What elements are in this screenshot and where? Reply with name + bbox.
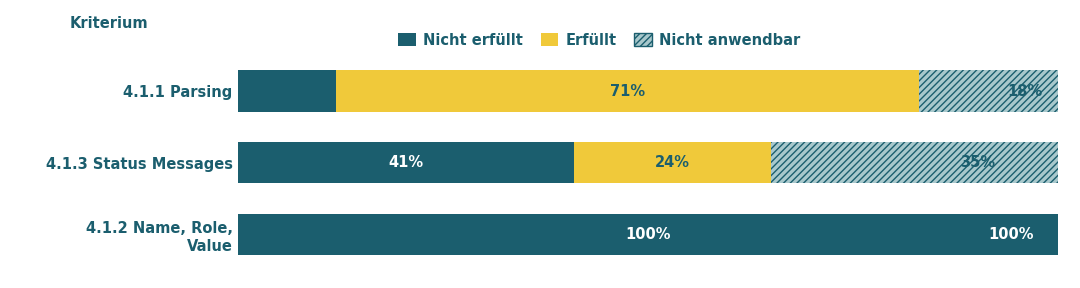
Text: 100%: 100% xyxy=(625,227,671,242)
Bar xyxy=(919,71,1067,112)
Text: Kriterium: Kriterium xyxy=(69,16,148,31)
Bar xyxy=(238,142,575,183)
Text: 41%: 41% xyxy=(389,155,423,170)
Text: 18%: 18% xyxy=(1008,84,1043,99)
Text: 35%: 35% xyxy=(960,155,996,170)
Bar xyxy=(336,71,919,112)
Bar xyxy=(575,142,771,183)
Bar xyxy=(771,142,1058,183)
Text: 24%: 24% xyxy=(656,155,690,170)
Text: 100%: 100% xyxy=(988,227,1034,242)
Text: 71%: 71% xyxy=(610,84,645,99)
Legend: Nicht erfüllt, Erfüllt, Nicht anwendbar: Nicht erfüllt, Erfüllt, Nicht anwendbar xyxy=(393,27,806,54)
Bar xyxy=(919,71,1067,112)
Bar xyxy=(238,213,1058,255)
Bar xyxy=(771,142,1058,183)
Bar xyxy=(238,71,336,112)
